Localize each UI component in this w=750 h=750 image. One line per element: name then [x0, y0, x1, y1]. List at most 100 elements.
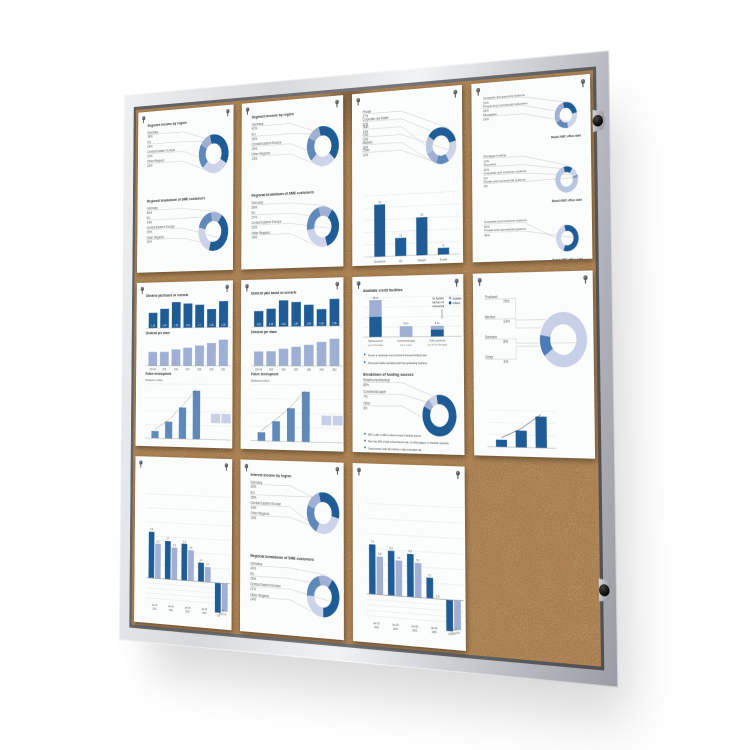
svg-text:21%: 21%	[147, 153, 153, 158]
svg-text:2007: 2007	[293, 369, 297, 371]
svg-text:1.93: 1.93	[174, 325, 179, 327]
svg-text:2007: 2007	[219, 614, 224, 617]
svg-text:Sensit: Sensit	[440, 256, 448, 261]
svg-text:Jan-04: Jan-04	[168, 606, 174, 609]
svg-text:Breakdown of funding sources: Breakdown of funding sources	[363, 372, 414, 377]
svg-text:2.05: 2.05	[331, 323, 336, 326]
svg-text:2006: 2006	[173, 369, 178, 371]
svg-text:2003: 2003	[152, 608, 157, 611]
svg-text:Jan-05: Jan-05	[411, 626, 419, 629]
svg-text:Retail AMC office debt: Retail AMC office debt	[552, 257, 582, 262]
svg-text:Future development: Future development	[250, 371, 278, 376]
svg-text:Future development: Future development	[145, 371, 171, 376]
svg-text:Mexico: Mexico	[484, 314, 495, 319]
svg-text:2007: 2007	[451, 633, 457, 636]
svg-text:2008: 2008	[197, 369, 202, 371]
svg-text:Other: Other	[363, 401, 370, 406]
svg-text:2009: 2009	[209, 369, 214, 371]
svg-text:76%: 76%	[503, 299, 510, 304]
svg-text:Dividend in million: Dividend in million	[145, 379, 163, 383]
svg-text:7%: 7%	[363, 394, 368, 399]
svg-text:2005: 2005	[412, 630, 418, 633]
svg-text:Dividend per share: Dividend per share	[250, 329, 276, 334]
svg-text:Jan-07: Jan-07	[450, 629, 458, 632]
svg-text:Jan-03: Jan-03	[151, 604, 157, 607]
svg-text:2003: 2003	[374, 626, 380, 629]
svg-text:26%: 26%	[251, 136, 257, 141]
svg-text:5.8: 5.8	[378, 554, 382, 557]
svg-text:3.1: 3.1	[428, 575, 432, 578]
svg-text:28%: 28%	[250, 494, 256, 499]
svg-text:2004: 2004	[393, 628, 399, 631]
svg-text:1.7: 1.7	[198, 324, 202, 326]
svg-text:12%: 12%	[147, 163, 153, 168]
svg-text:5.5: 5.5	[189, 547, 193, 550]
svg-text:45%: 45%	[146, 210, 152, 215]
svg-text:24%: 24%	[250, 505, 256, 510]
svg-text:1.16: 1.16	[151, 325, 156, 327]
svg-text:0.0: 0.0	[436, 596, 440, 599]
svg-text:8%: 8%	[503, 339, 508, 344]
svg-text:33%: 33%	[250, 484, 256, 489]
svg-text:24%: 24%	[146, 220, 152, 225]
svg-text:6.5: 6.5	[409, 551, 413, 554]
svg-text:3%: 3%	[503, 359, 508, 364]
svg-text:(2.5 & 5 for 364 days): (2.5 & 5 for 364 days)	[428, 344, 448, 347]
svg-text:13%: 13%	[503, 319, 510, 324]
svg-text:2004: 2004	[168, 609, 173, 612]
svg-text:Dividend in million: Dividend in million	[250, 379, 269, 383]
svg-text:2.7: 2.7	[206, 564, 210, 567]
svg-text:32: 32	[378, 200, 381, 204]
svg-text:29%: 29%	[147, 144, 153, 149]
svg-text:Jan-05: Jan-05	[184, 607, 191, 610]
svg-text:11: 11	[399, 234, 402, 238]
svg-text:41%: 41%	[251, 126, 257, 131]
svg-text:36%: 36%	[251, 204, 257, 209]
svg-text:1.44: 1.44	[162, 325, 167, 327]
svg-text:27%: 27%	[251, 215, 257, 220]
svg-text:1.87: 1.87	[293, 323, 298, 326]
svg-text:Q1: Q1	[399, 258, 403, 263]
svg-text:1.81: 1.81	[185, 324, 190, 326]
svg-text:1.93: 1.93	[221, 324, 226, 326]
svg-text:Jan-04: Jan-04	[392, 624, 399, 627]
svg-text:6.8: 6.8	[389, 548, 393, 551]
svg-text:2009: 2009	[319, 369, 324, 371]
svg-text:19%: 19%	[146, 229, 152, 234]
svg-text:Dividend paid based on scenari: Dividend paid based on scenario	[146, 292, 188, 298]
svg-text:1.36: 1.36	[209, 324, 214, 326]
svg-text:6.6: 6.6	[183, 541, 186, 544]
svg-text:8 bn: 8 bn	[404, 322, 409, 326]
svg-text:12%: 12%	[146, 239, 152, 244]
svg-text:2.01: 2.01	[281, 323, 286, 326]
svg-text:25%: 25%	[250, 576, 256, 581]
svg-text:Thailand: Thailand	[484, 294, 497, 299]
svg-text:23%: 23%	[251, 225, 257, 230]
svg-text:2008: 2008	[306, 369, 311, 371]
svg-text:85%: 85%	[363, 382, 369, 387]
svg-text:7.6: 7.6	[370, 541, 374, 544]
svg-text:1.29: 1.29	[319, 323, 324, 326]
svg-text:1.39: 1.39	[268, 323, 273, 325]
svg-text:2010: 2010	[221, 369, 226, 371]
svg-text:8%: 8%	[363, 405, 368, 410]
svg-text:4: 4	[443, 244, 445, 248]
svg-text:1.22: 1.22	[256, 323, 261, 325]
svg-text:15%: 15%	[250, 515, 256, 520]
svg-text:Available credit facilities: Available credit facilities	[363, 287, 403, 293]
svg-text:Dividend per share: Dividend per share	[145, 330, 169, 335]
svg-text:1.64: 1.64	[306, 323, 311, 326]
svg-text:Commercial paper: Commercial paper	[363, 389, 386, 394]
svg-text:Retail/current/savings: Retail/current/savings	[363, 377, 390, 382]
svg-text:3.4: 3.4	[199, 560, 203, 563]
svg-text:23: 23	[420, 213, 423, 217]
svg-text:38%: 38%	[147, 134, 153, 139]
svg-text:Sweden: Sweden	[484, 334, 496, 339]
svg-text:Jan-06: Jan-06	[201, 608, 208, 611]
svg-text:40%: 40%	[250, 565, 256, 570]
svg-text:Jan-03: Jan-03	[373, 622, 380, 625]
svg-text:2007: 2007	[185, 369, 189, 371]
svg-text:6.9: 6.9	[166, 538, 169, 541]
svg-text:14%: 14%	[251, 235, 257, 240]
svg-text:13%: 13%	[251, 156, 257, 161]
